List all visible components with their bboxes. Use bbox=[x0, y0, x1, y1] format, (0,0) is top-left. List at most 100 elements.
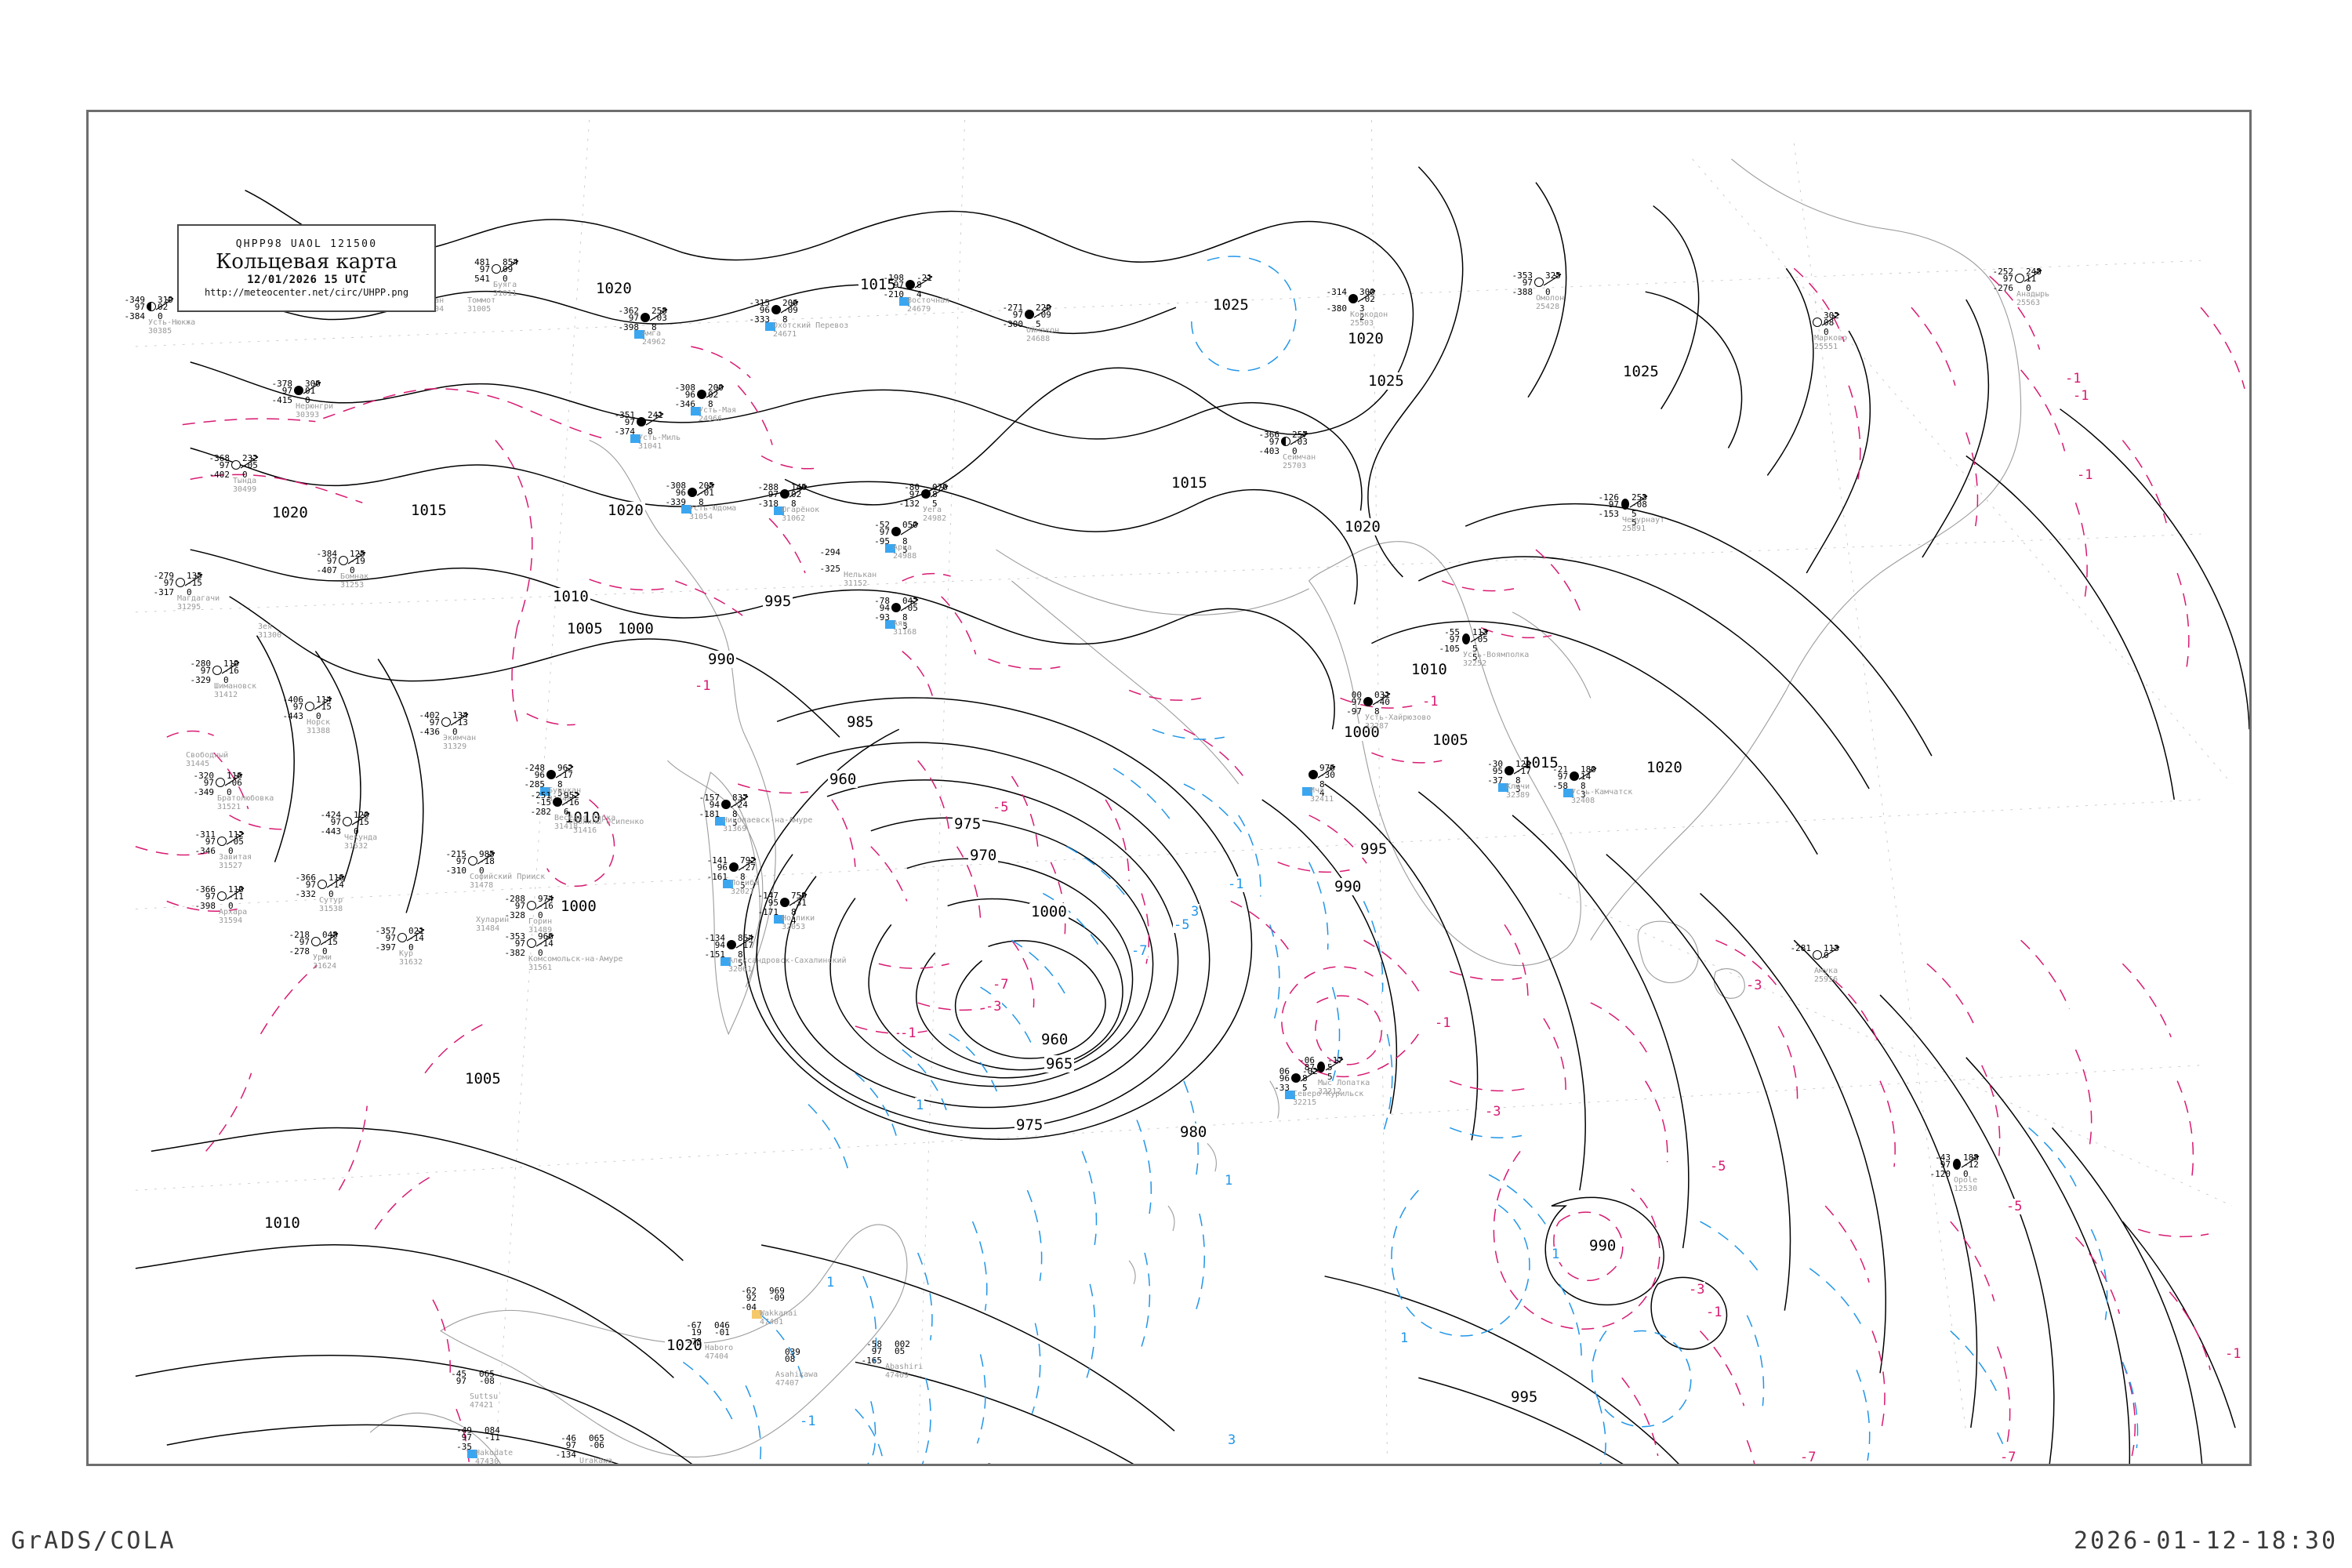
pressure-value: 792 bbox=[740, 855, 756, 866]
past-weather-box bbox=[691, 407, 701, 416]
dewpoint-value: -93 bbox=[874, 612, 890, 622]
station-name: Сеймчан bbox=[1283, 453, 1316, 462]
cloud-cover-symbol bbox=[527, 938, 536, 948]
cloud-cover-symbol bbox=[527, 901, 536, 910]
isobar-label: 985 bbox=[845, 713, 876, 731]
station-name-label: Urakawa47426 bbox=[579, 1457, 613, 1465]
pressure-tendency: -17 bbox=[557, 770, 573, 780]
temperature-value: -353 bbox=[504, 931, 526, 942]
pressure-tendency: -30 bbox=[1319, 770, 1335, 780]
pressure-value: 188 bbox=[1963, 1152, 1979, 1163]
station-name: Ключи bbox=[1506, 782, 1530, 791]
pressure-tendency: -17 bbox=[738, 940, 753, 950]
past-weather-box bbox=[681, 505, 691, 514]
pressure-value: -02 bbox=[1302, 1066, 1318, 1076]
temperature-value: -351 bbox=[614, 410, 636, 420]
station-name-label: Амука 25956 bbox=[1814, 967, 1838, 984]
wind-barb-icon bbox=[1820, 944, 1844, 964]
humidity-value: 97 bbox=[514, 901, 525, 911]
footer-producer: GrADS/COLA bbox=[11, 1527, 176, 1555]
cloud-cover-symbol bbox=[729, 862, 739, 872]
temperature-value: -362 bbox=[618, 306, 640, 316]
station-id: 32389 bbox=[1506, 790, 1530, 800]
temperature-value: -67 bbox=[686, 1320, 702, 1330]
station-name: Сутур bbox=[319, 896, 343, 905]
past-weather-box bbox=[765, 322, 775, 331]
pressure-value: 985 bbox=[479, 849, 495, 859]
pressure-value: 042 bbox=[902, 596, 918, 606]
dewpoint-value: -380 bbox=[1326, 303, 1348, 314]
station-name: Норск bbox=[307, 718, 331, 727]
isobar-label: 1005 bbox=[565, 620, 604, 637]
cloud-mid-code: 5 bbox=[1632, 517, 1637, 528]
cloud-mid-code: 3 bbox=[902, 621, 908, 631]
isobar-label: 970 bbox=[968, 847, 999, 864]
temperature-value: -45 bbox=[451, 1369, 466, 1379]
humidity-value: 19 bbox=[691, 1327, 702, 1338]
cloud-cover-symbol bbox=[1813, 318, 1822, 327]
cloud-low-code: 0 bbox=[187, 587, 192, 597]
station-name: Мыс Лопатка bbox=[1318, 1079, 1370, 1087]
humidity-value: 97 bbox=[871, 1346, 882, 1356]
station-name-label: Мыс Лопатка 32212 bbox=[1318, 1079, 1370, 1096]
cloud-cover-symbol bbox=[1025, 310, 1034, 319]
cloud-low-code: 0 bbox=[158, 311, 163, 321]
dewpoint-value: -181 bbox=[699, 809, 720, 819]
humidity-value: 96 bbox=[717, 862, 728, 873]
temperature-value: -308 bbox=[665, 481, 687, 491]
map-frame: 1025102010151025102010251025102010151020… bbox=[86, 110, 2252, 1466]
warm-anomaly-label: -7 bbox=[992, 977, 1010, 993]
station-name: Нелькан bbox=[844, 571, 877, 579]
wind-barb-icon bbox=[1542, 271, 1566, 292]
cloud-low-code: 0 bbox=[242, 470, 248, 480]
cold-anomaly-layer bbox=[213, 237, 2139, 1464]
cloud-mid-code: 5 bbox=[732, 818, 738, 828]
warm-anomaly-label: -5 bbox=[1709, 1159, 1727, 1174]
humidity-value: 97 bbox=[299, 937, 310, 947]
station-name-label: Усть-Нюкжа 30385 bbox=[148, 318, 195, 336]
station-name-label: Амга 24962 bbox=[642, 329, 666, 347]
station-id: 47421 bbox=[470, 1400, 494, 1410]
station-name: Urakawa bbox=[579, 1457, 613, 1465]
station-name: Марково bbox=[1814, 334, 1848, 343]
station-name-label: Северо-Курильск 32215 bbox=[1293, 1090, 1363, 1107]
humidity-value: 97 bbox=[624, 417, 635, 427]
dewpoint-value: -132 bbox=[898, 499, 920, 509]
warm-anomaly-label: -3 bbox=[985, 999, 1003, 1014]
temperature-value: -384 bbox=[316, 549, 338, 559]
station-name-label: Усть-Юдома 31054 bbox=[689, 504, 736, 521]
warm-anomaly-label: -5 bbox=[2005, 1199, 2024, 1214]
wind-barb-icon bbox=[1469, 628, 1493, 648]
station-id: 47401 bbox=[760, 1317, 784, 1327]
cloud-cover-symbol bbox=[780, 489, 789, 499]
station-name: Ича bbox=[1310, 786, 1325, 795]
station-name: Николаевск-на-Амуре bbox=[723, 816, 813, 825]
cloud-low-code: 8 bbox=[782, 314, 788, 325]
pressure-tendency: -03 bbox=[1292, 437, 1308, 447]
dewpoint-value: -161 bbox=[706, 872, 728, 882]
temperature-value: -43 bbox=[1935, 1152, 1951, 1163]
cloud-mid-code: 3 bbox=[1515, 784, 1521, 794]
cloud-cover-symbol bbox=[721, 800, 731, 809]
station-id: 31532 bbox=[344, 841, 368, 851]
cloud-cover-symbol bbox=[468, 856, 477, 866]
pressure-value: 206 bbox=[782, 298, 798, 308]
pressure-tendency: -06 bbox=[589, 1440, 604, 1450]
wind-barb-icon bbox=[779, 299, 803, 319]
temperature-value: -311 bbox=[194, 829, 216, 840]
dewpoint-value: -332 bbox=[295, 889, 317, 899]
dewpoint-value: -443 bbox=[320, 826, 342, 837]
cloud-cover-symbol bbox=[1813, 950, 1822, 960]
pressure-value: 031 bbox=[1374, 690, 1390, 700]
past-weather-box bbox=[467, 1450, 477, 1458]
pressure-tendency: -12 bbox=[1963, 1160, 1979, 1170]
cloud-cover-symbol bbox=[906, 280, 915, 289]
pressure-value: 837 bbox=[732, 793, 748, 803]
pressure-value: 050 bbox=[902, 520, 918, 530]
pressure-tendency: 11 bbox=[2026, 274, 2037, 284]
pressure-tendency: -14 bbox=[408, 933, 424, 943]
cloud-cover-symbol bbox=[546, 770, 556, 779]
station-name-label: Сеймчан 25703 bbox=[1283, 453, 1316, 470]
wind-barb-icon bbox=[499, 258, 523, 278]
dewpoint-value: -95 bbox=[874, 536, 890, 546]
